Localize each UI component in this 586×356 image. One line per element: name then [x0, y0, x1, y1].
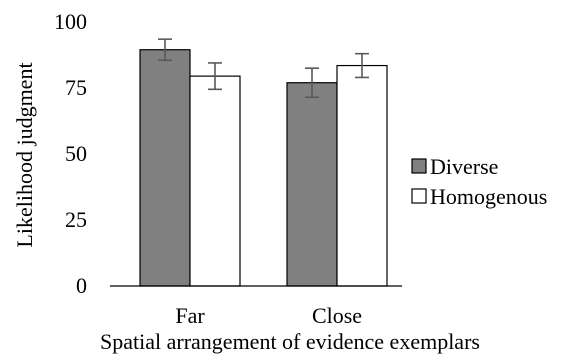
- legend-label: Diverse: [430, 154, 498, 179]
- error-bar-homogenous-close: [355, 52, 369, 79]
- y-tick-label: 75: [65, 75, 87, 100]
- y-axis-title: Likelihood judgment: [12, 62, 37, 247]
- x-axis-title: Spatial arrangement of evidence exemplar…: [100, 329, 480, 354]
- error-bar-homogenous-far: [208, 62, 222, 91]
- legend: Diverse Homogenous: [411, 154, 547, 209]
- x-tick-label: Close: [312, 303, 362, 328]
- legend-item-diverse: Diverse: [411, 154, 498, 179]
- bars: [139, 49, 388, 287]
- legend-swatch: [411, 158, 427, 174]
- bar-diverse-far: [139, 49, 191, 287]
- bar-diverse-close: [286, 82, 338, 287]
- bar-homogenous-close: [336, 64, 388, 287]
- y-axis-ticks: 0 25 50 75 100: [54, 9, 87, 298]
- y-tick-label: 100: [54, 9, 87, 34]
- bar-homogenous-far: [189, 75, 241, 287]
- y-tick-label: 25: [65, 207, 87, 232]
- error-bar-diverse-close: [305, 67, 319, 99]
- error-bars: [158, 38, 369, 99]
- legend-swatch: [411, 188, 427, 204]
- error-bar-diverse-far: [158, 38, 172, 62]
- legend-item-homogenous: Homogenous: [411, 184, 547, 209]
- x-axis-ticks: Far Close: [175, 303, 362, 328]
- y-tick-label: 50: [65, 141, 87, 166]
- x-tick-label: Far: [175, 303, 205, 328]
- y-tick-label: 0: [76, 273, 87, 298]
- legend-label: Homogenous: [430, 184, 547, 209]
